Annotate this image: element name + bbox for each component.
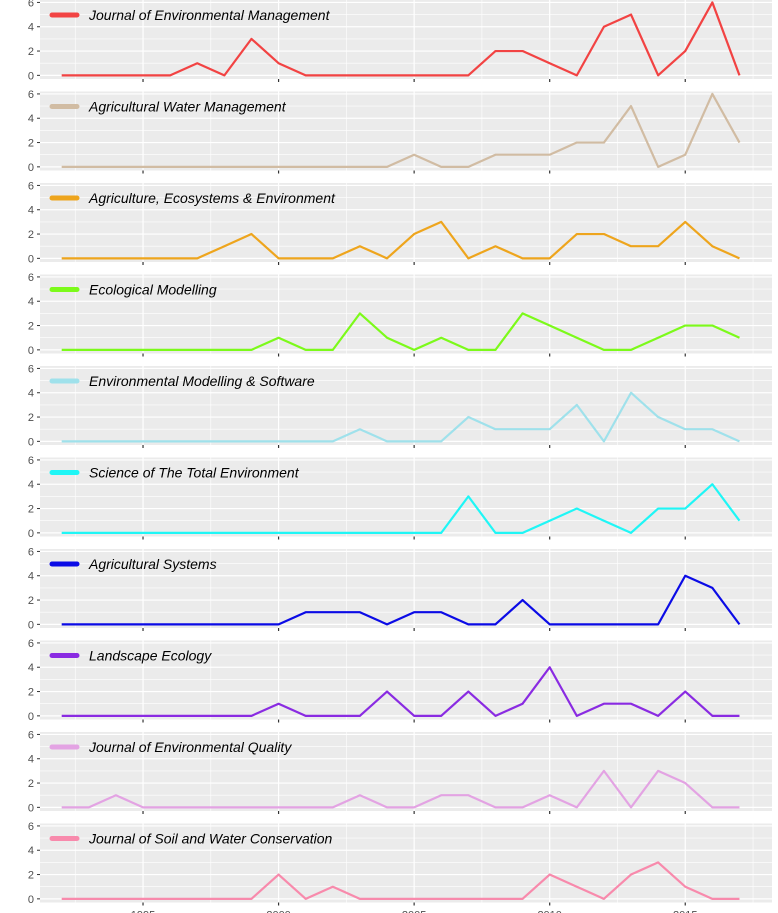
series-line: [61, 769, 740, 809]
y-tick-label: 6: [28, 821, 34, 833]
y-tick-label: 4: [28, 662, 34, 674]
series-line: [61, 666, 740, 717]
x-tick-label: 2005: [402, 910, 426, 913]
panel-0: 0 2 4 6 Journal of Environmental Management: [28, 0, 772, 82]
panel-3: 0 2 4 6 Ecological Modelling: [28, 272, 772, 357]
y-tick-label: 4: [28, 571, 34, 583]
y-tick-label: 4: [28, 113, 34, 125]
y-tick-label: 4: [28, 388, 34, 400]
y-tick-label: 2: [28, 138, 34, 150]
series-line: [61, 312, 740, 351]
panel-4: 0 2 4 6 Environmental Modelling & Software: [28, 363, 772, 448]
panel-background: [40, 366, 772, 445]
y-tick-label: 0: [28, 345, 34, 357]
panel-2: 0 2 4 6 Agriculture, Ecosystems & Environmen…: [28, 180, 772, 265]
y-tick-label: 2: [28, 321, 34, 333]
panel-background: [40, 640, 772, 720]
y-tick-label: 2: [28, 595, 34, 607]
panel-1: 0 2 4 6 Agricultural Water Management: [28, 89, 772, 174]
legend-label: Landscape Ecology: [89, 648, 212, 664]
y-tick-label: 6: [28, 455, 34, 467]
y-tick-label: 2: [28, 870, 34, 882]
y-tick-label: 0: [28, 802, 34, 814]
y-tick-label: 2: [28, 504, 34, 516]
y-tick-label: 2: [28, 229, 34, 241]
y-tick-label: 6: [28, 638, 34, 650]
y-tick-label: 0: [28, 619, 34, 631]
legend-label: Journal of Environmental Quality: [88, 739, 292, 755]
legend-label: Science of The Total Environment: [89, 465, 300, 481]
legend-label: Agriculture, Ecosystems & Environment: [88, 190, 336, 206]
y-tick-label: 6: [28, 363, 34, 375]
panel-background: [40, 732, 772, 811]
series-line: [61, 1, 741, 77]
y-tick-label: 0: [28, 436, 34, 448]
series-line: [61, 220, 740, 260]
panel-6: 0 2 4 6 Agricultural Systems: [28, 546, 772, 631]
series-line: [61, 483, 741, 534]
y-tick-label: 4: [28, 22, 34, 34]
y-tick-label: 6: [28, 89, 34, 101]
y-tick-label: 0: [28, 162, 34, 174]
panel-background: [40, 0, 772, 79]
y-tick-label: 0: [28, 894, 34, 906]
y-tick-label: 4: [28, 479, 34, 491]
panel-7: 0 2 4 6 Landscape Ecology: [28, 638, 772, 723]
y-tick-label: 4: [28, 754, 34, 766]
y-tick-label: 6: [28, 729, 34, 741]
series-line: [61, 861, 740, 900]
panel-background: [40, 183, 772, 262]
y-tick-label: 4: [28, 296, 34, 308]
legend-label: Journal of Environmental Management: [88, 7, 331, 23]
panel-9: 0 2 4 6 Journal of Soil and Water Conservati…: [28, 821, 772, 913]
legend-label: Journal of Soil and Water Conservation: [88, 831, 333, 847]
panel-8: 0 2 4 6 Journal of Environmental Quality: [28, 729, 772, 814]
legend-label: Ecological Modelling: [89, 282, 217, 298]
series-line: [61, 574, 741, 626]
x-tick-label: 1995: [131, 910, 155, 913]
panel-5: 0 2 4 6 Science of The Total Environment: [28, 455, 772, 540]
y-tick-label: 2: [28, 778, 34, 790]
y-tick-label: 6: [28, 0, 34, 9]
y-tick-label: 0: [28, 253, 34, 265]
legend-label: Environmental Modelling & Software: [89, 373, 315, 389]
series-line: [61, 92, 741, 168]
y-tick-label: 6: [28, 272, 34, 284]
legend-label: Agricultural Water Management: [88, 99, 287, 115]
y-tick-label: 2: [28, 412, 34, 424]
y-tick-label: 0: [28, 711, 34, 723]
panel-background: [40, 823, 772, 903]
x-tick-label: 2000: [266, 910, 290, 913]
x-tick-label: 2010: [537, 910, 561, 913]
x-tick-label: 2015: [673, 910, 697, 913]
panel-background: [40, 457, 772, 537]
y-tick-label: 4: [28, 845, 34, 857]
y-tick-label: 6: [28, 546, 34, 558]
legend-label: Agricultural Systems: [88, 556, 217, 572]
y-tick-label: 0: [28, 70, 34, 82]
y-tick-label: 2: [28, 687, 34, 699]
y-tick-label: 2: [28, 46, 34, 58]
y-tick-label: 6: [28, 180, 34, 192]
y-tick-label: 4: [28, 205, 34, 217]
series-line: [61, 391, 740, 443]
y-tick-label: 0: [28, 528, 34, 540]
